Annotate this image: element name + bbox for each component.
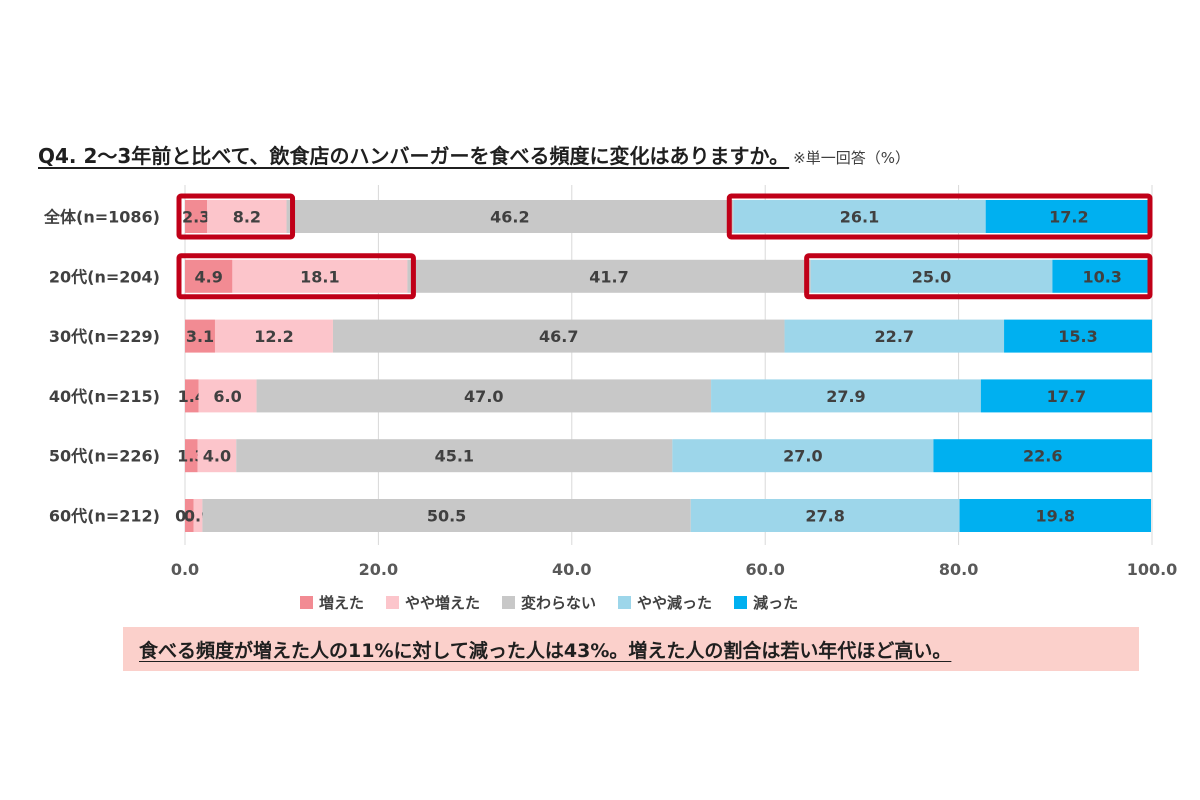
data-label: 50.5 xyxy=(427,507,466,526)
data-label: 12.2 xyxy=(254,327,293,346)
category-label: 20代(n=204) xyxy=(49,267,160,286)
summary-callout: 食べる頻度が増えた人の11%に対して減った人は43%。増えた人の割合は若い年代ほ… xyxy=(123,627,1139,671)
legend-swatch xyxy=(618,596,632,609)
data-label: 46.7 xyxy=(539,327,578,346)
legend-item: やや減った xyxy=(618,592,712,613)
x-tick-label: 40.0 xyxy=(552,560,591,579)
data-label: 8.2 xyxy=(233,208,261,227)
data-label: 19.8 xyxy=(1036,507,1075,526)
bar-segment xyxy=(185,319,215,353)
data-label: 25.0 xyxy=(912,267,951,286)
bar-segment xyxy=(985,200,1152,233)
legend-swatch xyxy=(386,596,400,609)
chart-title-main: Q4. 2～3年前と比べて、飲食店のハンバーガーを食べる頻度に変化はありますか。 xyxy=(38,144,790,168)
highlight-box-increase xyxy=(176,193,296,240)
legend-item: 減った xyxy=(734,592,798,613)
bar-segment xyxy=(193,499,203,532)
data-label: 26.1 xyxy=(840,208,879,227)
legend-item: 増えた xyxy=(300,592,364,613)
category-label: 30代(n=229) xyxy=(49,327,160,346)
data-label: 10.3 xyxy=(1082,267,1121,286)
legend-swatch xyxy=(502,596,516,609)
legend-label: やや減った xyxy=(637,594,713,612)
data-label: 47.0 xyxy=(464,387,503,406)
legend-swatch xyxy=(300,596,313,609)
legend-label: 増えた xyxy=(319,594,365,612)
bar-segment xyxy=(286,200,734,233)
data-label: 45.1 xyxy=(435,447,474,466)
bar-segment xyxy=(959,499,1152,532)
bar-segment xyxy=(1004,319,1152,353)
data-label: 6.0 xyxy=(213,387,241,406)
bar-segment xyxy=(980,379,1152,413)
highlight-box-increase xyxy=(176,253,416,300)
x-tick-label: 60.0 xyxy=(745,560,784,579)
highlight-box-decrease xyxy=(804,253,1153,300)
category-label: 全体(n=1086) xyxy=(43,208,160,227)
bar-segment xyxy=(933,439,1152,473)
chart-title-note: ※単一回答（%） xyxy=(793,149,910,167)
category-label: 50代(n=226) xyxy=(49,447,160,466)
legend-item: 変わらない xyxy=(502,592,596,613)
data-label: 15.3 xyxy=(1058,327,1097,346)
bar-segment xyxy=(197,439,237,473)
legend-label: やや増えた xyxy=(405,594,481,612)
legend-item: やや増えた xyxy=(386,592,480,613)
data-label: 18.1 xyxy=(300,267,339,286)
bar-segment xyxy=(784,319,1005,353)
bar-segment xyxy=(202,499,691,532)
x-tick-label: 100.0 xyxy=(1127,560,1178,579)
data-label: 22.6 xyxy=(1023,447,1062,466)
data-label: 46.2 xyxy=(490,208,529,227)
data-label: 41.7 xyxy=(589,267,628,286)
bar-segment xyxy=(207,200,287,233)
data-label: 27.9 xyxy=(826,387,865,406)
bar-segment xyxy=(185,200,208,233)
x-tick-label: 0.0 xyxy=(171,560,199,579)
bar-segment xyxy=(214,319,333,353)
bar-segment xyxy=(407,259,811,293)
data-label: 4.9 xyxy=(195,267,223,286)
legend-swatch xyxy=(734,596,748,609)
legend-label: 減った xyxy=(753,594,799,612)
bar-segment xyxy=(232,259,408,293)
data-label: 17.7 xyxy=(1047,387,1086,406)
data-label: 3.1 xyxy=(186,327,214,346)
bar-segment xyxy=(733,200,986,233)
bar-segment xyxy=(185,379,199,413)
bar-segment xyxy=(672,439,934,473)
bar-segment xyxy=(185,499,194,532)
data-label: 4.0 xyxy=(203,447,231,466)
x-tick-label: 20.0 xyxy=(359,560,398,579)
data-label: 22.7 xyxy=(875,327,914,346)
category-label: 40代(n=215) xyxy=(49,387,160,406)
data-label: 17.2 xyxy=(1049,208,1088,227)
data-label: 27.8 xyxy=(805,507,844,526)
x-tick-label: 80.0 xyxy=(939,560,978,579)
bar-segment xyxy=(236,439,673,473)
data-label: 2.3 xyxy=(182,208,210,227)
bar-segment xyxy=(185,439,198,473)
bar-segment xyxy=(690,499,960,532)
bar-segment xyxy=(185,259,233,293)
legend-label: 変わらない xyxy=(521,594,597,612)
bar-segment xyxy=(198,379,257,413)
category-label: 60代(n=212) xyxy=(49,507,160,526)
bar-segment xyxy=(810,259,1053,293)
chart-legend: 増えた やや増えた 変わらない やや減った 減った xyxy=(300,592,798,613)
bar-segment xyxy=(256,379,712,413)
highlight-box-decrease xyxy=(726,193,1153,240)
chart-title: Q4. 2～3年前と比べて、飲食店のハンバーガーを食べる頻度に変化はありますか。… xyxy=(38,140,910,169)
data-label: 27.0 xyxy=(783,447,822,466)
summary-callout-text: 食べる頻度が増えた人の11%に対して減った人は43%。増えた人の割合は若い年代ほ… xyxy=(139,639,952,662)
bar-segment xyxy=(332,319,785,353)
bar-segment xyxy=(711,379,981,413)
stacked-bar-chart: 0.0 20.0 40.0 60.0 80.0 100.0 全体(n=1086) 2.3 8.2… xyxy=(43,185,1178,579)
bar-segment xyxy=(1052,259,1152,293)
